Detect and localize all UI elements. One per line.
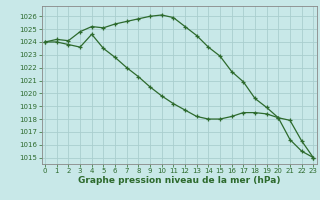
X-axis label: Graphe pression niveau de la mer (hPa): Graphe pression niveau de la mer (hPa) xyxy=(78,176,280,185)
